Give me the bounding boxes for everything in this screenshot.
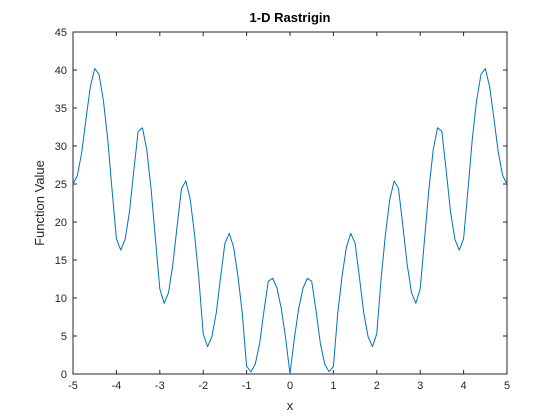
x-tick-label: -5: [68, 380, 78, 392]
x-tick-label: 4: [461, 380, 467, 392]
y-axis-label: Function Value: [32, 160, 47, 246]
series-line: [72, 67, 508, 375]
y-tick-label: 40: [55, 65, 67, 77]
chart-title: 1-D Rastrigin: [250, 10, 331, 25]
x-tick-label: 1: [330, 380, 336, 392]
y-tick-label: 20: [55, 217, 67, 229]
y-tick-label: 10: [55, 293, 67, 305]
y-tick-label: 45: [55, 27, 67, 39]
y-tick-label: 35: [55, 103, 67, 115]
y-ticks: 0 5 10 15 20 25 30 35 40 45: [55, 27, 507, 381]
x-tick-label: -1: [242, 380, 252, 392]
x-tick-label: 0: [287, 380, 293, 392]
x-tick-label: -3: [155, 380, 165, 392]
y-tick-label: 5: [61, 331, 67, 343]
y-tick-label: 15: [55, 255, 67, 267]
axes-box: [72, 31, 508, 375]
x-tick-label: 3: [417, 380, 423, 392]
x-tick-label: 2: [374, 380, 380, 392]
x-axis-label: x: [287, 398, 294, 413]
x-ticks: -5 -4 -3 -2 -1 0 1 2 3 4 5: [68, 32, 510, 392]
x-tick-label: -2: [198, 380, 208, 392]
y-tick-label: 30: [55, 141, 67, 153]
y-tick-label: 25: [55, 179, 67, 191]
x-tick-label: 5: [504, 380, 510, 392]
y-tick-label: 0: [61, 369, 67, 381]
x-tick-label: -4: [112, 380, 122, 392]
